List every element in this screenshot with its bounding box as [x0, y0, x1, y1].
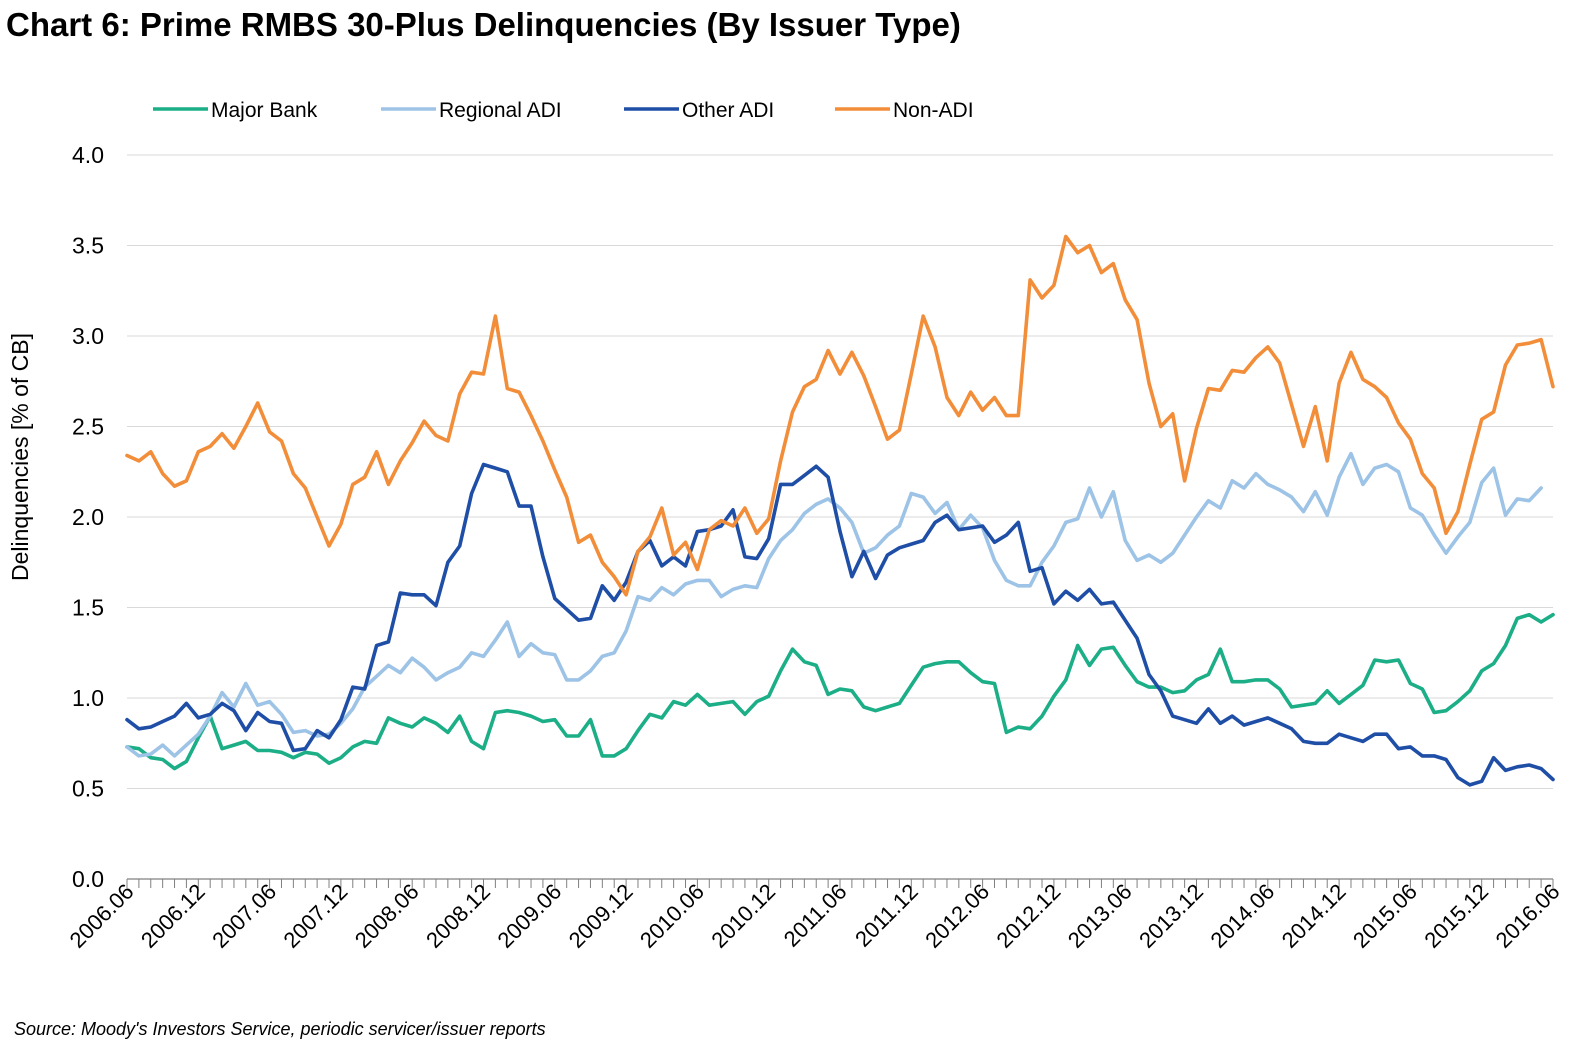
legend-label: Major Bank — [211, 99, 318, 122]
y-tick-label: 1.0 — [72, 685, 104, 711]
legend-label: Non-ADI — [893, 99, 974, 122]
x-tick-label: 2015.12 — [1419, 879, 1493, 953]
y-tick-label: 3.0 — [72, 323, 104, 349]
x-tick-label: 2010.12 — [706, 879, 780, 953]
series-line-other-adi — [125, 462, 1555, 787]
x-tick-label: 2013.12 — [1134, 879, 1208, 953]
series-line-major-bank — [125, 612, 1555, 771]
series-lines — [125, 234, 1555, 787]
y-tick-label: 3.5 — [72, 233, 104, 259]
legend-label: Regional ADI — [439, 99, 562, 122]
x-axis: 2006.062006.122007.062007.122008.062008.… — [65, 878, 1565, 953]
legend-item-major-bank: Major Bank — [153, 99, 318, 122]
series-line-non-adi — [125, 234, 1555, 597]
source-note: Source: Moody's Investors Service, perio… — [14, 1019, 546, 1039]
y-axis-label: Delinquencies [% of CB] — [7, 333, 33, 581]
x-tick-label: 2011.06 — [779, 879, 852, 952]
x-tick-label: 2009.06 — [492, 879, 566, 953]
y-tick-label: 2.0 — [72, 504, 104, 530]
x-tick-label: 2007.06 — [207, 879, 281, 953]
legend-item-regional-adi: Regional ADI — [381, 99, 562, 122]
x-tick-label: 2014.12 — [1277, 879, 1351, 953]
y-tick-label: 2.5 — [72, 414, 104, 440]
legend-label: Other ADI — [682, 99, 774, 122]
x-tick-label: 2007.12 — [279, 879, 353, 953]
x-tick-label: 2006.12 — [136, 879, 210, 953]
y-axis-ticks: 0.0 0.5 1.0 1.5 2.0 2.5 3.0 3.5 4.0 — [72, 142, 104, 892]
x-tick-label: 2013.06 — [1063, 879, 1137, 953]
y-tick-label: 4.0 — [72, 142, 104, 168]
x-tick-label: 2008.06 — [350, 879, 424, 953]
y-tick-label: 0.0 — [72, 866, 104, 892]
x-tick-label: 2008.12 — [421, 879, 495, 953]
y-tick-label: 0.5 — [72, 776, 104, 802]
chart-title: Chart 6: Prime RMBS 30-Plus Delinquencie… — [6, 6, 961, 43]
legend-item-other-adi: Other ADI — [624, 99, 774, 122]
x-tick-label: 2010.06 — [635, 879, 709, 953]
x-tick-label: 2012.12 — [992, 879, 1066, 953]
x-tick-label: 2009.12 — [564, 879, 638, 953]
legend: Major Bank Regional ADI Other ADI Non-ADI — [153, 99, 974, 122]
gridlines — [127, 154, 1553, 789]
x-tick-label: 2011.12 — [850, 879, 923, 952]
x-tick-label: 2012.06 — [920, 879, 994, 953]
x-tick-label: 2016.06 — [1491, 879, 1565, 953]
legend-item-non-adi: Non-ADI — [835, 99, 974, 122]
x-tick-label: 2014.06 — [1205, 879, 1279, 953]
x-tick-label: 2015.06 — [1348, 879, 1422, 953]
y-tick-label: 1.5 — [72, 595, 104, 621]
